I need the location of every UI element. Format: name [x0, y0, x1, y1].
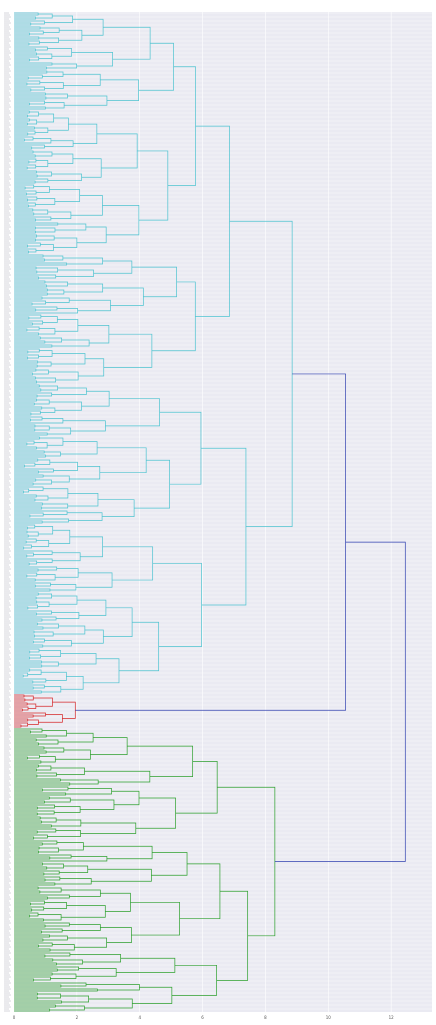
x-tick-label-4: 8 [264, 1015, 267, 1020]
leaf-tick-labels [4, 12, 11, 1012]
x-tick-label-6: 12 [389, 1015, 395, 1020]
x-axis-ticks: 0 2 4 6 8 10 12 [13, 1015, 394, 1020]
dendrogram-links [14, 12, 406, 1012]
x-tick-label-5: 10 [326, 1015, 332, 1020]
x-tick-label-2: 4 [138, 1015, 141, 1020]
grid-lines [13, 12, 432, 1012]
dendrogram-link-498 [274, 541, 406, 862]
x-tick-label-0: 0 [13, 1015, 16, 1020]
x-tick-label-3: 6 [201, 1015, 204, 1020]
x-tick-label-1: 2 [76, 1015, 79, 1020]
